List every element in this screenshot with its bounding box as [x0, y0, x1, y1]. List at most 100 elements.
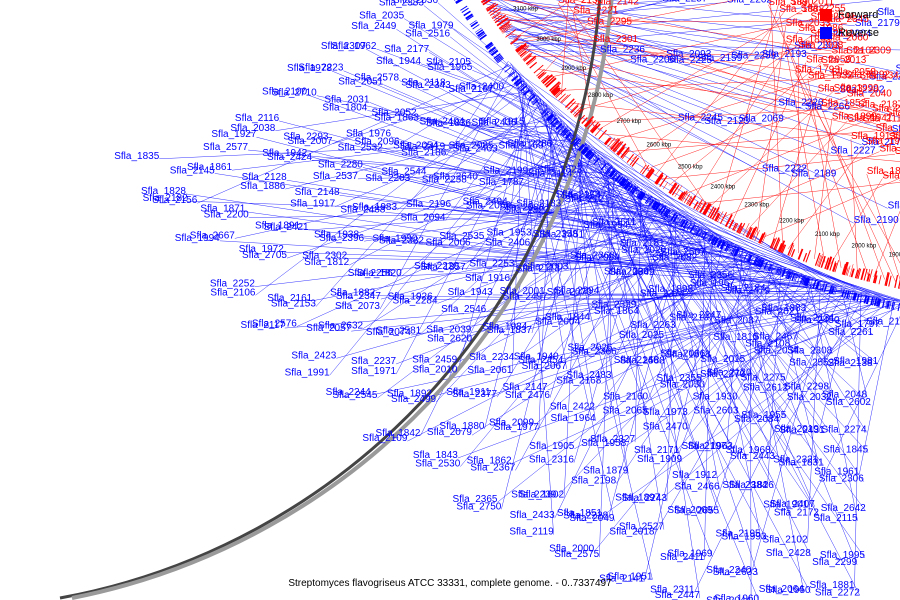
reverse-gene-label: Sfla_2113 — [516, 264, 561, 275]
reverse-gene-label: Sfla_2020 — [621, 245, 666, 256]
forward-connector-line — [597, 11, 801, 131]
reverse-connector-line — [563, 122, 683, 462]
reverse-gene-label: Sfla_1828 — [141, 186, 186, 197]
reverse-feature-block — [859, 294, 863, 303]
reverse-gene-label: Sfla_1857 — [421, 262, 466, 273]
reverse-connector-line — [312, 225, 700, 302]
reverse-feature-block — [485, 42, 493, 49]
reverse-gene-label: Sfla_1972 — [239, 244, 284, 255]
reverse-connector-line — [689, 220, 816, 507]
reverse-connector-line — [716, 296, 879, 479]
reverse-connector-line — [423, 5, 698, 225]
reverse-connector-line — [525, 82, 706, 388]
reverse-gene-label: Sfla_1993 — [721, 532, 766, 543]
reverse-gene-label: Sfla_1804 — [322, 103, 367, 114]
reverse-gene-label: Sfla_2050 — [466, 201, 511, 212]
reverse-feature-block — [630, 186, 637, 194]
reverse-connector-line — [610, 164, 789, 391]
reverse-gene-label: Sfla_2167 — [449, 84, 494, 95]
reverse-gene-label: Sfla_2307 — [321, 41, 366, 52]
reverse-feature-block — [568, 135, 575, 142]
reverse-gene-label: Sfla_2068 — [877, 7, 900, 18]
reverse-feature-block — [648, 199, 655, 207]
reverse-connector-line — [859, 299, 895, 475]
forward-connector-line — [697, 182, 900, 204]
forward-feature-block — [780, 244, 785, 253]
reverse-feature-block — [549, 116, 556, 123]
reverse-feature-block — [878, 298, 882, 307]
reverse-connector-line — [520, 76, 554, 535]
forward-feature-block — [739, 223, 746, 234]
reverse-connector-line — [275, 90, 534, 132]
reverse-gene-label: Sfla_1818 — [665, 350, 710, 361]
forward-gene-label: Sfla_1793 — [795, 64, 840, 75]
reverse-gene-label: Sfla_2200 — [204, 210, 249, 221]
forward-feature-block — [856, 268, 861, 279]
reverse-connector-line — [539, 97, 653, 580]
reverse-feature-block — [585, 150, 592, 158]
reverse-gene-label: Sfla_2419 — [400, 141, 445, 152]
reverse-gene-label: Sfla_2507 — [661, 247, 706, 258]
reverse-feature-block — [546, 113, 554, 121]
forward-feature-block — [817, 253, 823, 267]
reverse-gene-label: Sfla_2156 — [152, 195, 197, 206]
reverse-connector-line — [509, 114, 556, 281]
reverse-gene-label: Sfla_2171 — [634, 445, 679, 456]
reverse-gene-label: Sfla_1851 — [557, 508, 602, 519]
forward-gene-label: Sfla_2155 — [558, 0, 603, 6]
reverse-connector-line — [420, 63, 548, 107]
reverse-feature-block — [743, 252, 748, 261]
reverse-feature-block — [713, 238, 719, 246]
reverse-feature-block — [541, 108, 548, 116]
reverse-gene-label: Sfla_2225 — [667, 55, 712, 66]
reverse-gene-label: Sfla_2365 — [452, 494, 497, 505]
reverse-gene-label: Sfla_2026 — [567, 342, 612, 353]
reverse-gene-label: Sfla_2423 — [291, 350, 336, 361]
forward-feature-block — [850, 268, 855, 278]
forward-feature-block — [683, 193, 691, 203]
reverse-feature-block — [852, 292, 856, 301]
forward-feature-block — [542, 75, 551, 84]
reverse-gene-label: Sfla_1969 — [667, 549, 712, 560]
forward-connector-line — [557, 77, 845, 91]
reverse-feature-block — [490, 49, 498, 55]
forward-feature-block — [769, 238, 776, 249]
reverse-feature-block — [577, 143, 585, 151]
reverse-connector-line — [515, 14, 878, 48]
forward-connector-line — [589, 107, 859, 123]
forward-connector-line — [814, 119, 833, 259]
reverse-connector-line — [572, 131, 629, 474]
reverse-connector-line — [515, 202, 663, 471]
forward-feature-block — [860, 268, 866, 281]
reverse-connector-line — [159, 138, 582, 160]
reverse-connector-line — [484, 3, 840, 93]
reverse-feature-block — [664, 209, 670, 217]
reverse-gene-label: Sfla_1990 — [372, 234, 417, 245]
reverse-gene-label: Sfla_2443 — [730, 451, 775, 462]
forward-gene-label: Sfla_1999 — [834, 83, 879, 94]
forward-feature-block — [787, 242, 794, 256]
reverse-gene-label: Sfla_2204 — [826, 29, 871, 40]
reverse-gene-label: Sfla_2640 — [433, 171, 478, 182]
scale-tick-label: 2400 kbp — [711, 185, 736, 191]
reverse-feature-block — [651, 201, 658, 209]
reverse-connector-line — [636, 255, 759, 308]
reverse-gene-label: Sfla_2031 — [324, 94, 369, 105]
forward-feature-block — [558, 93, 566, 101]
reverse-gene-label: Sfla_2612 — [743, 382, 788, 393]
reverse-connector-line — [231, 130, 572, 171]
forward-feature-block — [540, 74, 549, 83]
reverse-connector-line — [703, 233, 713, 560]
reverse-gene-label: Sfla_2079 — [427, 427, 472, 438]
reverse-connector-line — [768, 260, 819, 463]
forward-connector-line — [706, 90, 834, 210]
reverse-feature-block — [631, 187, 638, 195]
reverse-gene-label: Sfla_2243 — [622, 493, 667, 504]
reverse-connector-line — [187, 200, 686, 219]
reverse-gene-label: Sfla_2147 — [502, 382, 547, 393]
reverse-gene-label: Sfla_1951 — [607, 572, 652, 583]
reverse-connector-line — [493, 16, 888, 209]
forward-feature-block — [746, 227, 753, 238]
reverse-feature-block — [629, 185, 636, 193]
reverse-gene-label: Sfla_2039 — [426, 325, 471, 336]
